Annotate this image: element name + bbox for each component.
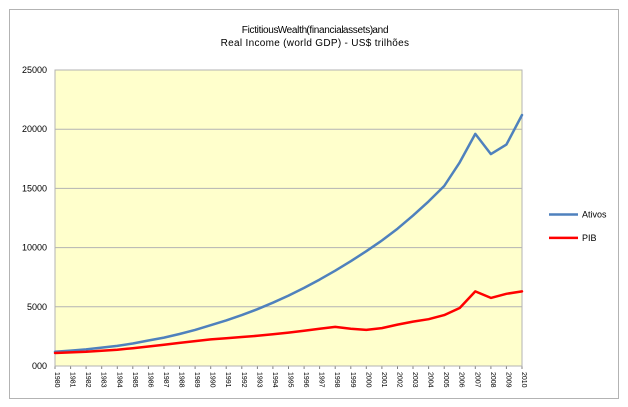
svg-text:2010: 2010 [520, 372, 527, 388]
svg-text:15000: 15000 [22, 183, 47, 193]
svg-text:1982: 1982 [84, 372, 91, 388]
svg-text:2002: 2002 [396, 372, 403, 388]
svg-text:1998: 1998 [333, 372, 340, 388]
svg-text:2000: 2000 [364, 372, 371, 388]
svg-text:5000: 5000 [27, 302, 47, 312]
svg-text:25000: 25000 [22, 65, 47, 75]
svg-text:1989: 1989 [193, 372, 200, 388]
svg-text:PIB: PIB [582, 233, 597, 243]
svg-text:1990: 1990 [209, 372, 216, 388]
svg-text:2001: 2001 [380, 372, 387, 388]
svg-text:1995: 1995 [287, 372, 294, 388]
svg-text:1994: 1994 [271, 372, 278, 388]
svg-text:000: 000 [32, 361, 47, 371]
svg-text:1997: 1997 [318, 372, 325, 388]
svg-text:1996: 1996 [302, 372, 309, 388]
svg-text:1991: 1991 [224, 372, 231, 388]
svg-text:1980: 1980 [53, 372, 60, 388]
svg-text:2005: 2005 [442, 372, 449, 388]
svg-text:1984: 1984 [115, 372, 122, 388]
svg-text:1999: 1999 [349, 372, 356, 388]
svg-text:10000: 10000 [22, 243, 47, 253]
svg-text:1987: 1987 [162, 372, 169, 388]
svg-text:2007: 2007 [473, 372, 480, 388]
svg-text:20000: 20000 [22, 124, 47, 134]
svg-text:1981: 1981 [69, 372, 76, 388]
svg-text:2009: 2009 [504, 372, 511, 388]
svg-text:2003: 2003 [411, 372, 418, 388]
svg-text:2008: 2008 [489, 372, 496, 388]
svg-text:2006: 2006 [458, 372, 465, 388]
svg-text:1983: 1983 [100, 372, 107, 388]
svg-text:1993: 1993 [255, 372, 262, 388]
svg-text:1992: 1992 [240, 372, 247, 388]
svg-text:Ativos: Ativos [582, 210, 607, 220]
svg-text:1985: 1985 [131, 372, 138, 388]
svg-text:2004: 2004 [427, 372, 434, 388]
svg-text:1986: 1986 [146, 372, 153, 388]
svg-text:1988: 1988 [178, 372, 185, 388]
